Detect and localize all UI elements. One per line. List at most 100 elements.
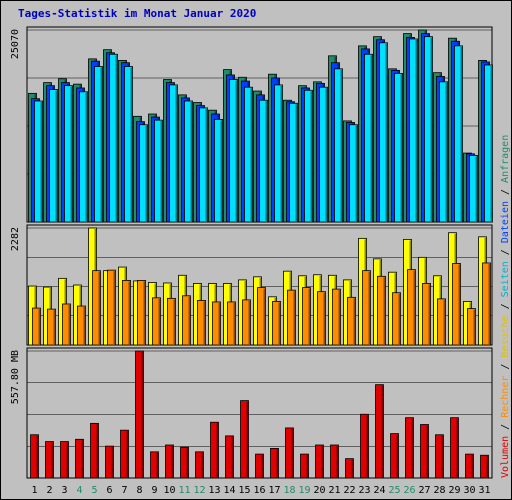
bar-shade [250, 88, 252, 222]
bar-rechner-day-13 [212, 301, 221, 346]
x-tick-label-21: 21 [328, 485, 340, 496]
x-tick-label-9: 9 [151, 485, 157, 496]
bar-volumen-day-4 [75, 438, 84, 479]
bar-volumen-day-1 [30, 434, 39, 479]
bar-rechner-day-22 [347, 296, 356, 346]
bar-rechner-day-10 [167, 297, 176, 346]
bar-shade [96, 424, 98, 478]
bar-volumen-day-7 [120, 429, 129, 479]
bar-rechner-day-12 [197, 299, 206, 346]
legend-separator: / [500, 297, 511, 315]
bar-shade [235, 80, 237, 222]
bar-seiten-day-4 [79, 91, 88, 223]
bar-shade [81, 440, 83, 478]
bar-rechner-day-28 [437, 298, 446, 346]
bar-shade [383, 277, 385, 345]
bar-shade [70, 86, 72, 222]
bar-shade [308, 288, 310, 345]
bar-seiten-day-12 [199, 107, 208, 223]
bar-volumen-day-20 [315, 444, 324, 479]
bar-shade [381, 385, 383, 478]
bar-rechner-day-17 [272, 301, 281, 346]
bar-shade [233, 302, 235, 345]
legend-vertical: Volumen / Rechner / Besuche / Seiten / D… [500, 135, 511, 478]
legend-separator: / [500, 418, 511, 436]
bar-seiten-day-16 [259, 99, 268, 223]
x-tick-label-20: 20 [313, 485, 325, 496]
bar-rechner-day-20 [317, 291, 326, 346]
bar-volumen-day-12 [195, 451, 204, 479]
bar-seiten-day-31 [484, 64, 493, 223]
bar-seiten-day-10 [169, 84, 178, 223]
x-tick-label-18: 18 [283, 485, 295, 496]
bar-rechner-day-4 [77, 305, 86, 346]
bar-rechner-day-14 [227, 301, 236, 346]
bar-shade [130, 67, 132, 222]
bar-shade [36, 435, 38, 478]
bar-shade [430, 37, 432, 222]
bar-shade [173, 299, 175, 345]
bar-shade [456, 418, 458, 478]
bar-volumen-day-3 [60, 441, 69, 479]
bar-volumen-day-15 [240, 400, 249, 479]
bar-seiten-day-17 [274, 84, 283, 223]
bar-seiten-day-27 [424, 36, 433, 223]
bar-seiten-day-8 [139, 124, 148, 223]
bar-volumen-day-28 [435, 434, 444, 479]
bar-rechner-day-27 [422, 283, 431, 346]
legend-separator: / [500, 358, 511, 376]
panel-3: 557.80 MB [10, 347, 493, 479]
legend-item-rechner: Rechner [500, 376, 511, 418]
x-tick-label-12: 12 [193, 485, 205, 496]
bar-volumen-day-6 [105, 445, 114, 479]
bar-seiten-day-28 [439, 81, 448, 223]
bar-rechner-day-25 [392, 292, 401, 346]
bar-shade [141, 352, 143, 478]
y-axis-max-label: 557.80 MB [10, 350, 21, 404]
bar-rechner-day-11 [182, 295, 191, 346]
bar-volumen-day-5 [90, 422, 99, 479]
bar-shade [366, 415, 368, 478]
bar-rechner-day-23 [362, 270, 371, 346]
bar-rechner-day-8 [137, 279, 146, 346]
legend-item-dateien: Dateien [500, 201, 511, 243]
bar-rechner-day-18 [287, 289, 296, 346]
bar-shade [190, 101, 192, 222]
bar-shade [396, 434, 398, 478]
bar-shade [220, 120, 222, 222]
bar-shade [293, 291, 295, 345]
x-tick-label-7: 7 [121, 485, 127, 496]
bar-seiten-day-26 [409, 38, 418, 223]
bar-rechner-day-19 [302, 287, 311, 346]
bar-shade [306, 455, 308, 478]
bar-shade [126, 431, 128, 478]
bar-shade [83, 307, 85, 345]
bar-shade [188, 296, 190, 345]
bar-volumen-day-21 [330, 444, 339, 479]
bar-shade [263, 288, 265, 345]
bar-shade [203, 301, 205, 345]
bar-shade [175, 85, 177, 222]
x-tick-label-31: 31 [478, 485, 490, 496]
bar-rechner-day-26 [407, 269, 416, 346]
x-tick-label-28: 28 [433, 485, 445, 496]
bar-volumen-day-9 [150, 451, 159, 479]
bar-shade [415, 39, 417, 222]
bar-seiten-day-29 [454, 45, 463, 223]
y-axis-max-label: 25070 [10, 29, 21, 59]
bar-shade [488, 263, 490, 345]
bar-volumen-day-26 [405, 417, 414, 479]
bar-shade [351, 459, 353, 478]
bar-rechner-day-30 [467, 308, 476, 346]
bar-rechner-day-9 [152, 297, 161, 346]
x-tick-label-27: 27 [418, 485, 430, 496]
bar-shade [475, 156, 477, 222]
bar-shade [368, 271, 370, 345]
x-tick-label-5: 5 [91, 485, 97, 496]
bar-shade [323, 292, 325, 345]
bar-shade [111, 447, 113, 478]
x-tick-label-2: 2 [46, 485, 52, 496]
bar-volumen-day-25 [390, 433, 399, 479]
bar-shade [278, 302, 280, 345]
bar-shade [355, 125, 357, 222]
